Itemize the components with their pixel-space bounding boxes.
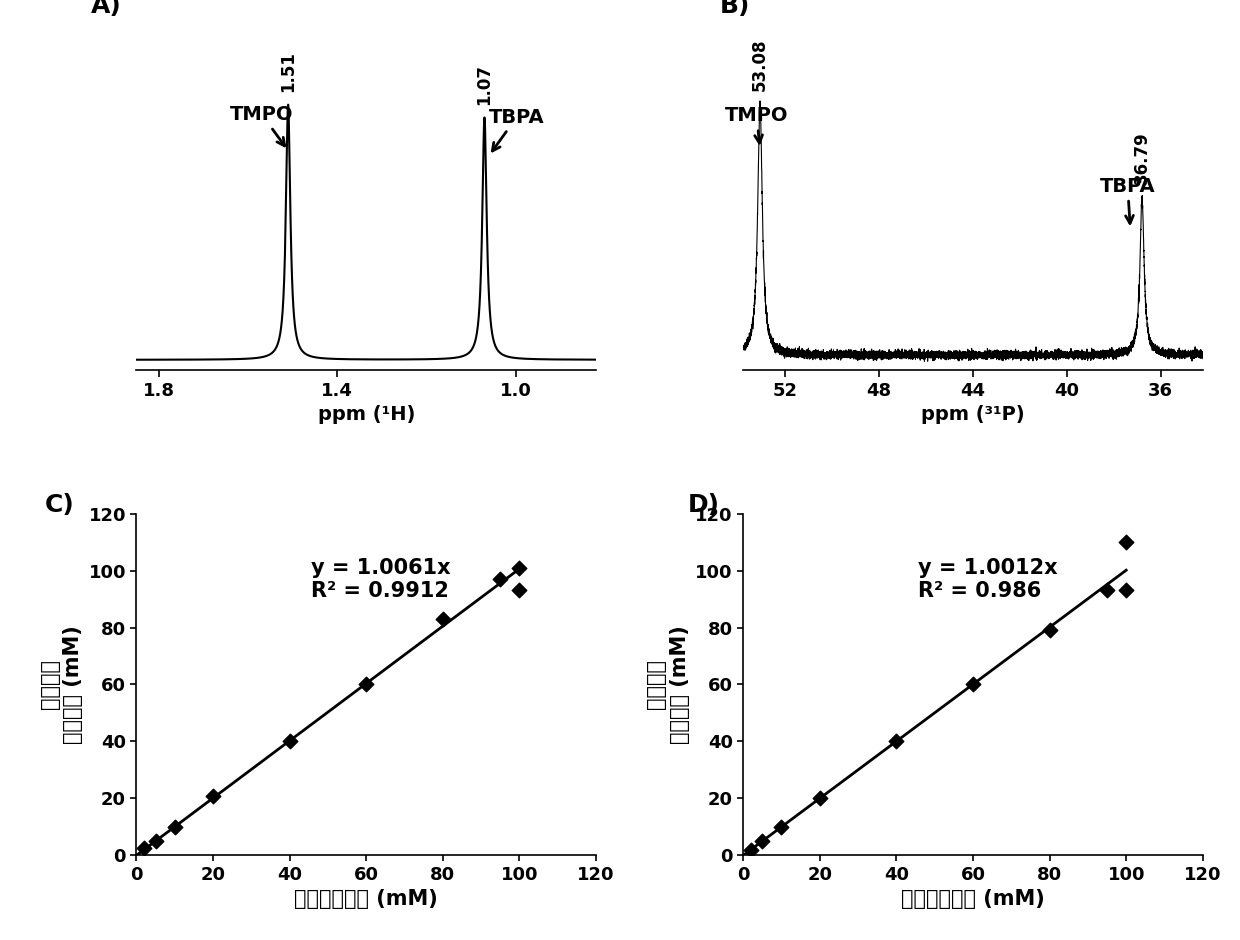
Point <box>740 842 760 857</box>
Text: y = 1.0061x
R² = 0.9912: y = 1.0061x R² = 0.9912 <box>311 558 450 602</box>
X-axis label: 质量摩尔浓度 (mM): 质量摩尔浓度 (mM) <box>294 889 438 909</box>
Point <box>1116 535 1136 550</box>
Text: TBPA: TBPA <box>1100 177 1156 224</box>
Point <box>510 583 529 598</box>
Text: 53.08: 53.08 <box>751 39 769 91</box>
X-axis label: ppm (¹H): ppm (¹H) <box>317 405 415 424</box>
Point <box>963 677 983 692</box>
Point <box>280 734 300 749</box>
Text: A): A) <box>91 0 122 18</box>
Text: TBPA: TBPA <box>489 107 544 151</box>
Point <box>165 820 185 835</box>
Point <box>145 834 165 849</box>
Point <box>134 840 154 855</box>
Point <box>1039 623 1059 638</box>
Y-axis label: 气相定量
摩尔浓度 (mM): 气相定量 摩尔浓度 (mM) <box>40 625 83 744</box>
Text: C): C) <box>45 494 74 517</box>
X-axis label: ppm (³¹P): ppm (³¹P) <box>921 405 1024 424</box>
Point <box>887 734 906 749</box>
Y-axis label: 磷相定量
摩尔浓度 (mM): 磷相定量 摩尔浓度 (mM) <box>646 625 689 744</box>
Point <box>810 791 830 806</box>
Text: 36.79: 36.79 <box>1133 132 1151 184</box>
Text: 1.07: 1.07 <box>475 64 494 104</box>
Point <box>1116 583 1136 598</box>
Point <box>510 560 529 575</box>
Point <box>1097 583 1117 598</box>
Point <box>771 820 791 835</box>
Text: TMPO: TMPO <box>725 106 789 143</box>
Point <box>203 788 223 803</box>
Text: D): D) <box>688 494 720 517</box>
X-axis label: 质量摩尔浓度 (mM): 质量摩尔浓度 (mM) <box>901 889 1045 909</box>
Point <box>356 677 376 692</box>
Point <box>433 611 453 626</box>
Point <box>753 834 773 849</box>
Text: 1.51: 1.51 <box>279 51 298 92</box>
Text: TMPO: TMPO <box>231 105 294 146</box>
Text: y = 1.0012x
R² = 0.986: y = 1.0012x R² = 0.986 <box>918 558 1058 602</box>
Point <box>490 572 510 587</box>
Text: B): B) <box>720 0 750 18</box>
